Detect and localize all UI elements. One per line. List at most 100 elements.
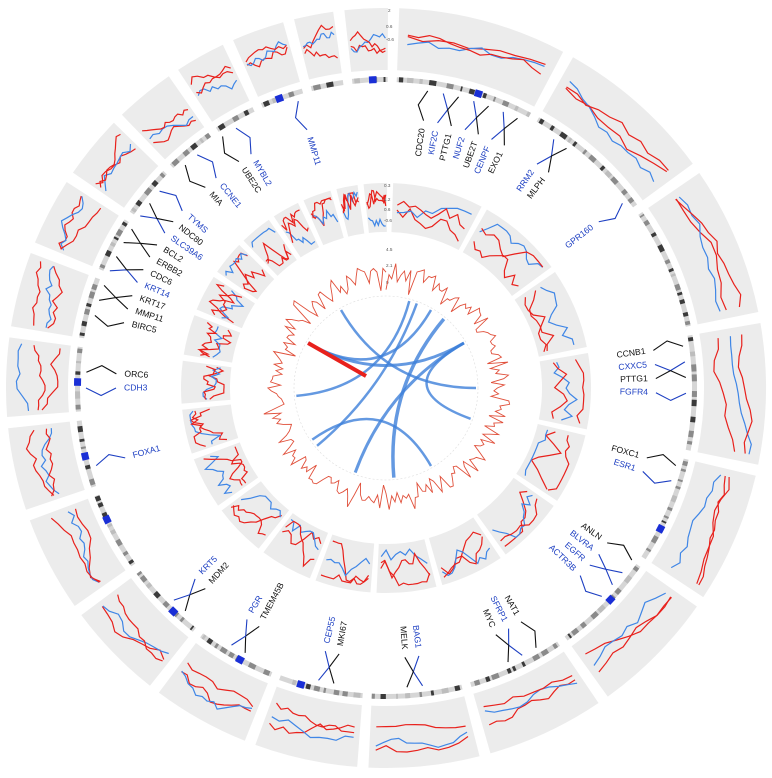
ideogram-band: [650, 535, 659, 544]
middle-blue-trace: [189, 410, 222, 445]
gene-label: MELK: [398, 626, 410, 650]
outer-red-trace: [41, 348, 61, 411]
gene-connector: [589, 564, 613, 586]
fusion-links: [296, 300, 477, 478]
fusion-link: [391, 317, 446, 478]
gene-connector: [417, 90, 429, 121]
middle-red-trace: [285, 520, 315, 568]
outer-blue-trace: [103, 143, 132, 192]
outer-red-trace: [483, 675, 573, 708]
outer-red-trace: [698, 475, 726, 586]
ideogram-band: [686, 440, 693, 445]
ideogram-band: [460, 86, 463, 92]
ideogram-band: [549, 125, 555, 132]
gene-label: FOXA1: [131, 443, 161, 460]
outer-red-trace: [737, 334, 753, 454]
ideogram-band: [113, 236, 119, 241]
ideogram-band: [354, 78, 361, 84]
middle-red-trace: [203, 458, 243, 486]
middle-red-trace: [380, 552, 431, 580]
ideogram-band: [691, 364, 697, 372]
ideogram-band: [305, 683, 312, 690]
ideogram-band: [674, 283, 681, 291]
middle-red-trace: [530, 431, 562, 490]
middle-blue-trace: [241, 495, 281, 518]
ideogram-band: [262, 668, 271, 676]
middle-panel: [391, 183, 482, 250]
ideogram-highlight: [234, 654, 245, 665]
middle-red-trace: [481, 227, 544, 268]
outer-blue-trace: [40, 428, 60, 495]
middle-panel: [462, 209, 552, 296]
ideogram-band: [153, 590, 161, 599]
ideogram-highlight: [605, 594, 616, 605]
ideogram-band: [604, 170, 613, 179]
gene-connector: [131, 228, 158, 246]
outer-red-trace: [245, 44, 287, 63]
ideogram-band: [231, 114, 240, 123]
ideogram-band: [217, 123, 226, 131]
outer-panel: [8, 421, 85, 510]
middle-panel: [477, 477, 554, 555]
gene-label: MKI67: [335, 620, 349, 646]
ideogram-band: [650, 231, 657, 238]
middle-red-trace: [443, 536, 483, 578]
gene-connector: [109, 269, 138, 283]
ideogram-band: [614, 587, 622, 596]
outer-red-trace: [276, 702, 355, 734]
ideogram-band: [668, 267, 674, 273]
ideogram-band: [219, 646, 228, 655]
gene-connector: [654, 361, 686, 372]
outer-red-trace: [99, 133, 121, 188]
ideogram-band: [525, 111, 531, 118]
gene-label: ORC6: [124, 369, 149, 380]
ideogram-band: [682, 311, 689, 317]
ideogram-band: [179, 616, 185, 623]
gene-connector: [475, 105, 489, 135]
gene-connector: [598, 553, 623, 574]
fusion-link: [316, 303, 418, 447]
inner-tick-2: 2.1: [386, 263, 393, 268]
ideogram-band: [454, 685, 461, 692]
middle-red-trace: [397, 200, 465, 230]
ideogram-band: [227, 651, 235, 659]
ideogram-band: [313, 685, 321, 692]
gene-label: GPR160: [563, 222, 595, 250]
fusion-link: [339, 309, 477, 390]
gene-connector: [95, 453, 126, 467]
gene-connector: [464, 101, 478, 131]
gene-label: BAG1: [411, 625, 424, 649]
gene-label: CDH3: [124, 382, 148, 392]
outer-panel: [255, 686, 362, 767]
ideogram-sector: [641, 458, 689, 560]
gene-connector: [123, 242, 151, 258]
ideogram-band: [88, 478, 96, 486]
ideogram-band: [353, 692, 361, 698]
ideogram-band: [80, 446, 86, 450]
outer-red-trace: [187, 662, 254, 708]
gene-connector: [115, 256, 144, 271]
outer-red-trace: [375, 736, 469, 753]
ideogram-band: [657, 244, 665, 253]
middle-red-trace: [232, 505, 282, 524]
outer-red-trace: [349, 30, 386, 52]
outer-red-trace: [33, 345, 46, 411]
ideogram-band: [677, 478, 683, 483]
ideogram-band: [206, 637, 214, 645]
middle-blue-trace: [212, 326, 224, 358]
gene-connector: [99, 296, 129, 310]
ideogram-band: [115, 228, 124, 237]
gene-connector: [103, 285, 133, 299]
gene-label: PTTG1: [620, 373, 648, 384]
middle-red-trace: [312, 197, 331, 219]
middle-red-trace: [574, 359, 585, 424]
ideogram-band: [371, 693, 375, 699]
ideogram-band: [679, 299, 686, 305]
outer-red-trace: [407, 34, 542, 75]
ideogram-band: [159, 172, 166, 179]
gene-label: KIF2C: [426, 130, 440, 156]
outer-blue-trace: [45, 265, 54, 328]
middle-panel: [376, 539, 437, 593]
outer-red-trace: [488, 679, 576, 726]
